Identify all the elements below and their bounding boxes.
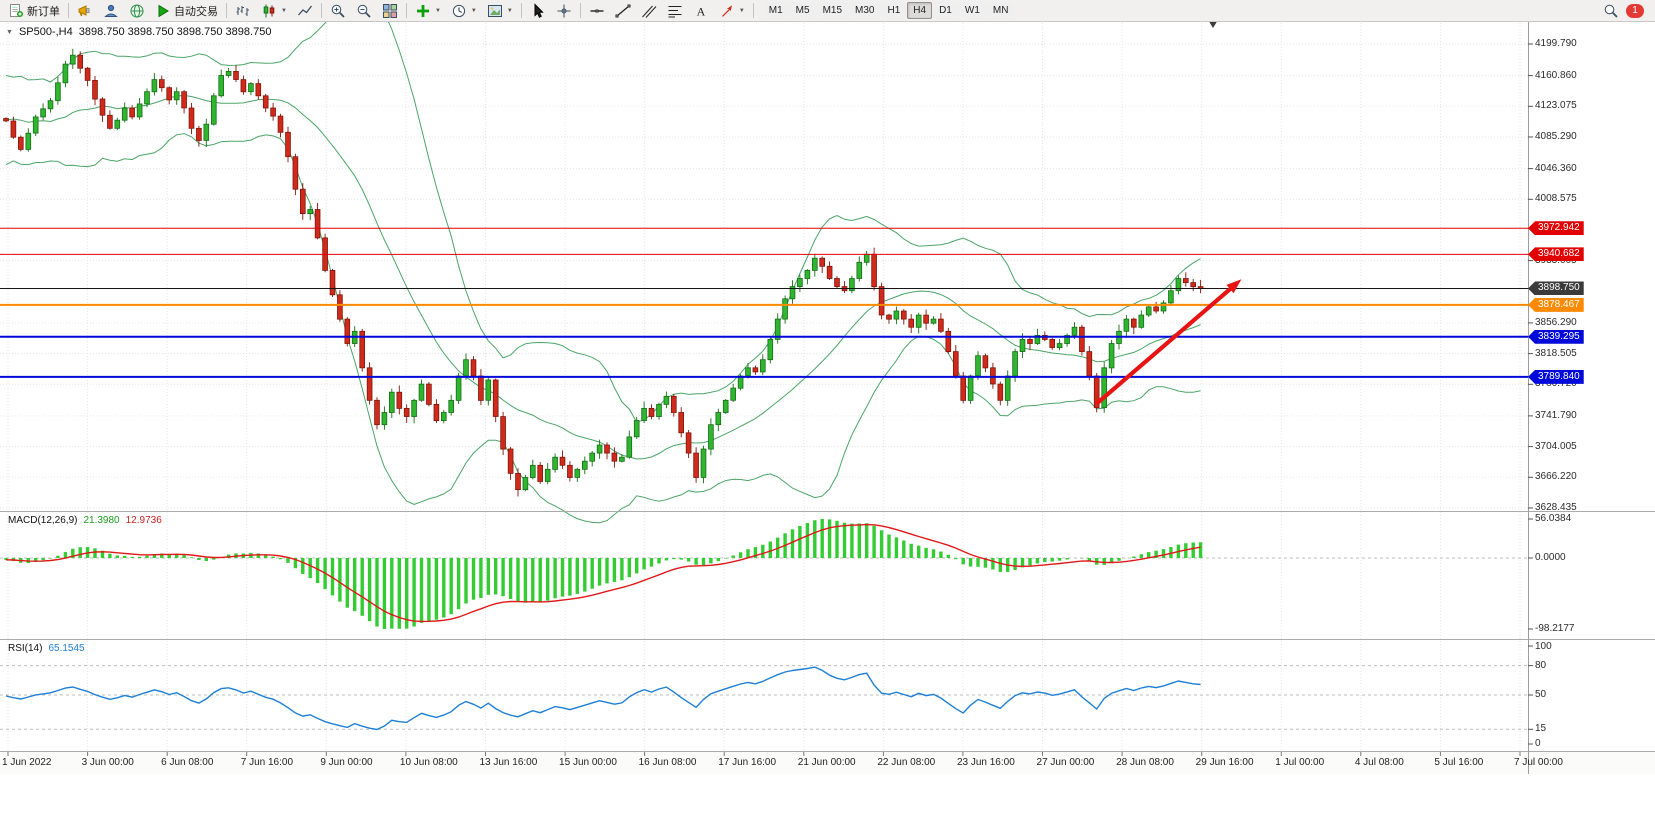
cursor-button[interactable] [525, 1, 551, 20]
person-icon [104, 4, 118, 17]
dropdown-caret-icon: ▼ [470, 7, 477, 14]
zoom-out-button[interactable] [351, 1, 377, 20]
template-image-icon [487, 4, 502, 17]
bar-chart-button[interactable] [230, 1, 256, 20]
toolbar-separator [226, 3, 227, 18]
arrows-tool-icon [721, 4, 732, 17]
dropdown-caret-icon: ▼ [281, 7, 287, 14]
timeframe-button-H4[interactable]: H4 [907, 2, 933, 19]
channel-icon [641, 5, 657, 18]
bar-chart-icon [236, 5, 249, 16]
toolbar-separator [579, 3, 581, 18]
macd-signal-value: 12.9736 [125, 515, 162, 526]
line-chart-button[interactable] [292, 1, 318, 20]
dropdown-caret-icon: ▼ [434, 7, 441, 14]
toolbar-separator [520, 3, 522, 18]
macd-name: MACD(12,26,9) [8, 515, 78, 526]
line-chart-icon [297, 5, 312, 15]
crosshair-button[interactable] [551, 1, 577, 20]
arrows-tool-button[interactable]: ▼ [714, 1, 750, 20]
rsi-name: RSI(14) [8, 643, 43, 654]
timeframe-button-MN[interactable]: MN [986, 2, 1015, 19]
toolbar-separator [68, 3, 69, 18]
timeframe-group: M1 M5 M15 M30 H1 H4 D1 W1 MN [762, 2, 1015, 19]
text-tool-icon: A [696, 4, 705, 18]
tile-windows-button[interactable] [377, 1, 403, 20]
horizontal-line-icon [590, 9, 604, 12]
tile-windows-icon [382, 3, 397, 18]
search-button[interactable] [1598, 1, 1624, 20]
new-order-button[interactable]: 新订单 [3, 1, 65, 20]
new-order-label: 新订单 [27, 5, 60, 18]
fibonacci-icon [668, 5, 682, 17]
main-toolbar: 新订单 自动交易 ▼ ▼ ▼ ▼ A ▼ M1 M5 M15 M30 H1 H4 D1 W1 [0, 0, 1655, 22]
rsi-indicator-label: RSI(14) 65.1545 [8, 643, 85, 654]
fibonacci-button[interactable] [662, 1, 688, 20]
one-click-trading-toggle[interactable]: ▼ [6, 28, 13, 36]
chart-template-button[interactable]: ▼ [482, 1, 518, 20]
market-button[interactable] [124, 1, 150, 20]
horizontal-line-button[interactable] [584, 1, 610, 20]
globe-icon [130, 4, 144, 17]
macd-indicator-label: MACD(12,26,9) 21.3980 12.9736 [8, 515, 162, 526]
megaphone-icon [78, 4, 90, 16]
crosshair-icon [557, 4, 571, 17]
timeframe-button-M15[interactable]: M15 [816, 2, 849, 19]
channel-button[interactable] [636, 1, 662, 20]
text-tool-button[interactable]: A [688, 1, 714, 20]
candle-chart-icon [263, 4, 275, 17]
chart-symbol-period: SP500-,H4 [18, 26, 73, 38]
rsi-value: 65.1545 [48, 643, 85, 654]
timeframe-button-M5[interactable]: M5 [789, 2, 816, 19]
dropdown-caret-icon: ▼ [738, 7, 745, 14]
timeframe-button-W1[interactable]: W1 [958, 2, 986, 19]
indicators-plus-icon [416, 4, 429, 17]
news-button[interactable] [72, 1, 98, 20]
trend-line-button[interactable] [610, 1, 636, 20]
macd-main-value: 21.3980 [83, 515, 120, 526]
toolbar-separator [320, 3, 322, 18]
toolbar-separator [405, 3, 407, 18]
timeframes-clock-button[interactable]: ▼ [446, 1, 482, 20]
new-order-icon [10, 3, 23, 17]
algo-trading-label: 自动交易 [174, 5, 218, 18]
chart-title: ▼ SP500-,H4 3898.750 3898.750 3898.750 3… [6, 26, 271, 38]
algo-trading-button[interactable]: 自动交易 [150, 1, 223, 20]
community-button[interactable] [98, 1, 124, 20]
zoom-in-button[interactable] [325, 1, 351, 20]
dropdown-caret-icon: ▼ [506, 7, 513, 14]
indicators-add-button[interactable]: ▼ [410, 1, 446, 20]
svg-text:A: A [696, 4, 705, 18]
play-icon [158, 4, 169, 17]
timeframe-button-M1[interactable]: M1 [762, 2, 789, 19]
toolbar-separator [752, 3, 754, 18]
timeframe-button-H1[interactable]: H1 [881, 2, 907, 19]
trend-line-icon [615, 4, 631, 17]
clock-icon [452, 4, 466, 17]
timeframe-button-M30[interactable]: M30 [849, 2, 881, 19]
zoom-out-icon [357, 4, 371, 18]
cursor-icon [534, 2, 544, 18]
timeframe-button-D1[interactable]: D1 [933, 2, 958, 19]
chart-ohlc-values: 3898.750 3898.750 3898.750 3898.750 [78, 26, 272, 38]
search-icon [1604, 4, 1618, 18]
zoom-in-icon [331, 4, 345, 18]
notifications-badge[interactable]: 1 [1626, 3, 1644, 18]
candle-chart-button[interactable]: ▼ [256, 1, 292, 20]
